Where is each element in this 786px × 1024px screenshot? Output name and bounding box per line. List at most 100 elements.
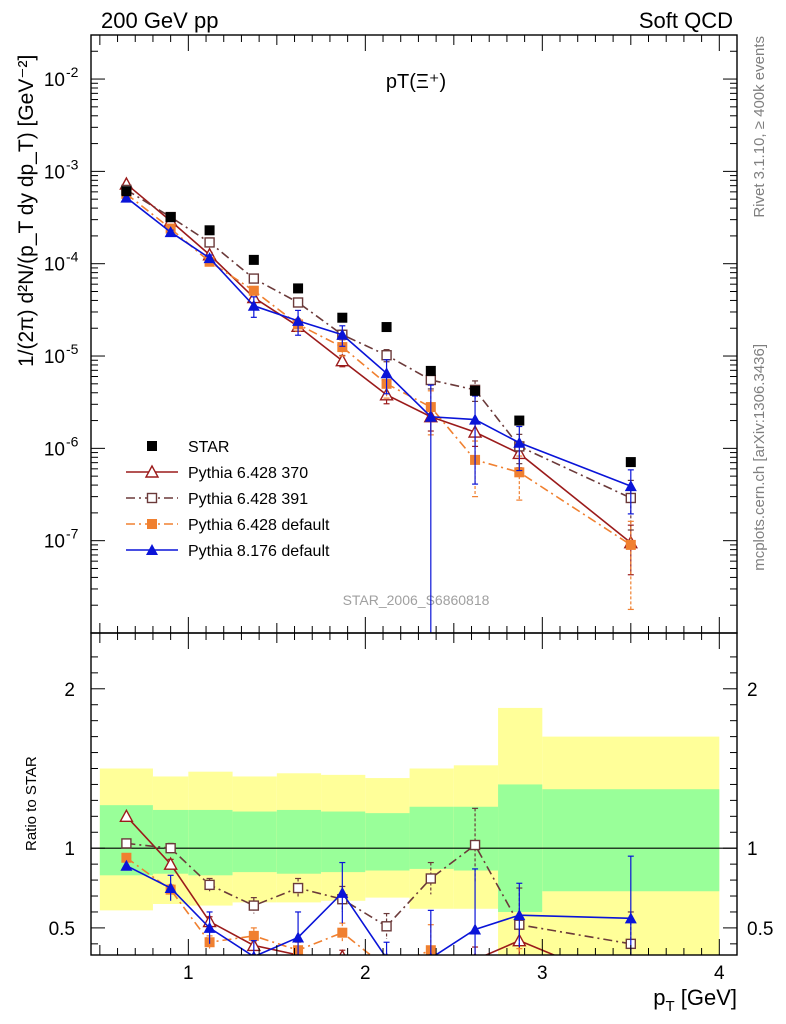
main-series-0 [121,186,636,468]
band-inner-3 [232,811,277,873]
main-point-3-10 [625,539,636,550]
main-ytick-exp-4: -3 [66,156,79,172]
main-ytick-exp-2: -5 [66,341,79,357]
ratio-ytick-label-left-2: 2 [64,680,75,701]
side-mcplots-label: mcplots.cern.ch [arXiv:1306.3436] [751,344,768,571]
main-point-4-0 [120,191,133,203]
main-point-0-9 [514,415,525,426]
main-y-axis-label: 1/(2π) d²N/(p_T dy dp_T) [GeV⁻²] [15,55,38,367]
main-point-0-6 [381,322,392,333]
main-point-2-3 [248,273,260,284]
legend-item-1: Pythia 6.428 370 [126,464,308,482]
main-point-1-5 [335,353,350,367]
legend-item-2: Pythia 6.428 391 [126,491,308,508]
main-point-0-3 [248,254,259,265]
legend-item-4: Pythia 8.176 default [126,543,330,560]
main-point-4-9 [513,436,526,448]
main-ytick-label-5: 10 [44,70,65,91]
legend-item-0: STAR [147,439,229,456]
main-point-3-5 [337,342,348,353]
main-ytick-label-2: 10 [44,347,65,368]
ratio-point-2-6 [382,963,392,973]
ratio-point-1-8 [469,839,481,851]
main-ytick-exp-5: -2 [66,64,79,80]
ratio-xtick-label-2: 3 [537,963,548,984]
ratio-point-1-7 [425,873,437,884]
main-point-0-2 [204,225,215,236]
band-inner-6 [365,813,410,871]
x-axis-label: pT [GeV] [653,985,737,1015]
main-chart-title: pT(Ξ⁺) [386,71,446,93]
main-point-4-1 [164,226,177,238]
ratio-point-1-1 [165,842,176,854]
ratio-point-0-6 [381,970,393,981]
ratio-point-3-0 [120,859,133,871]
legend-label-0: STAR [188,439,229,456]
main-point-4-4 [292,314,305,326]
ratio-line-0 [125,815,556,955]
ratio-point-2-3 [248,930,259,941]
legend-marker-4 [146,544,158,555]
ratio-xtick-label-3: 4 [714,963,725,984]
legend-marker-2 [146,492,158,504]
main-ytick-exp-1: -6 [66,433,79,449]
main-point-0-0 [121,186,132,197]
main-point-2-2 [204,237,215,248]
ratio-point-2-10 [626,982,636,992]
main-point-4-7 [424,410,437,422]
header-right: Soft QCD [639,8,733,33]
band-inner-7 [409,806,454,869]
axes: 10 -710 -610 -510 -410 -310 -21 2 3 40.5 0.51 12 2 [44,34,773,984]
ratio-xtick-label-1: 2 [360,963,371,984]
ratio-ytick-label-left-1: 1 [64,839,75,860]
ratio-point-1-4 [292,882,304,894]
legend-label-2: Pythia 6.428 391 [188,491,308,508]
ratio-xtick-label-0: 1 [183,963,194,984]
ratio-point-1-3 [248,900,260,911]
ratio-line-2 [125,857,440,955]
ratio-ytick-label-left-0: 0.5 [49,919,75,940]
ratio-point-3-6 [385,952,389,955]
ratio-plot-area [91,807,737,992]
analysis-label: STAR_2006_S6860818 [343,592,490,608]
legend-marker-1 [144,464,160,478]
ratio-ytick-label-right-0: 0.5 [747,919,773,940]
ratio-point-3-4 [292,931,305,943]
ratio-point-3-8 [469,923,482,935]
ratio-point-2-0 [121,852,132,863]
legend-label-1: Pythia 6.428 370 [188,465,308,482]
main-point-4-2 [203,252,216,264]
ratio-point-3-9 [513,909,526,921]
ratio-series-3 [120,855,637,955]
main-point-4-3 [247,299,260,311]
main-point-2-4 [292,297,304,308]
ratio-point-3-2 [203,921,216,933]
legend-label-4: Pythia 8.176 default [188,543,330,560]
main-line-3 [125,193,632,546]
main-ytick-exp-0: -7 [66,526,79,542]
ratio-frame [90,632,738,956]
ratio-point-2-9 [514,960,524,970]
header-left: 200 GeV pp [101,8,218,33]
main-ytick-label-3: 10 [44,255,65,276]
ratio-point-3-10 [624,912,637,924]
legend-label-3: Pythia 6.428 default [188,517,330,534]
main-point-0-8 [470,385,481,396]
ratio-point-1-6 [381,921,392,932]
main-plot-area [119,176,638,633]
main-point-4-10 [624,480,637,492]
ratio-y-axis-label: Ratio to STAR [23,756,40,851]
main-point-3-9 [514,467,525,478]
ratio-ytick-label-right-1: 1 [747,839,758,860]
main-point-0-10 [625,457,636,468]
ratio-point-1-2 [204,879,215,891]
main-point-3-3 [248,285,259,296]
side-rivet-label: Rivet 3.1.10, ≥ 400k events [751,36,768,218]
main-ytick-label-1: 10 [44,439,65,460]
main-point-0-1 [165,212,176,223]
main-ytick-label-4: 10 [44,162,65,183]
ratio-point-3-7 [429,952,433,955]
ratio-ytick-label-right-2: 2 [747,680,758,701]
band-inner-2 [188,809,233,876]
